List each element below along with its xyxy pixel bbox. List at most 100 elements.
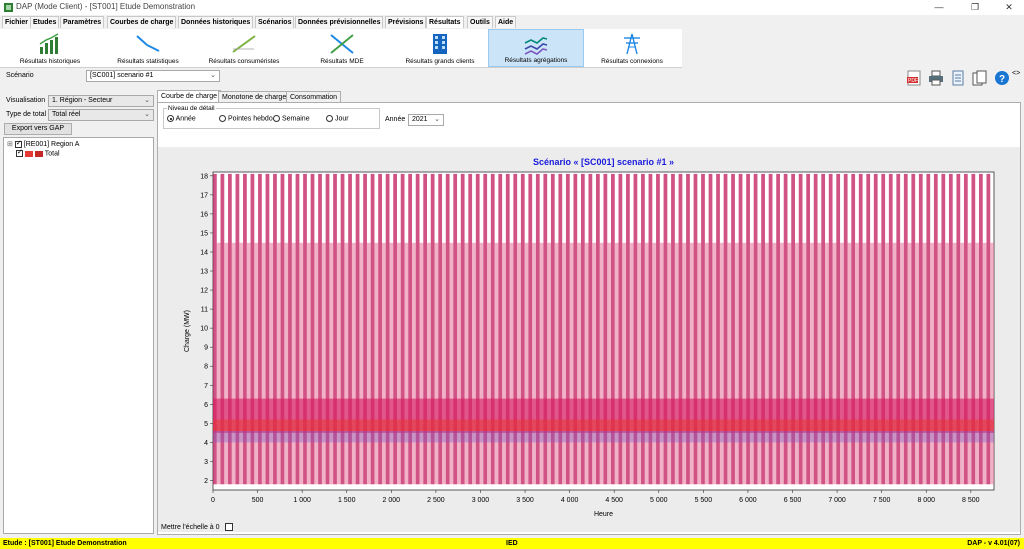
series-spike <box>513 173 518 485</box>
visualisation-value: 1. Région - Secteur <box>52 97 113 104</box>
bar-chart-icon <box>39 33 59 54</box>
x-tick-label: 5 000 <box>650 497 668 504</box>
series-spike <box>813 173 818 485</box>
menu-etudes[interactable]: Etudes <box>30 16 60 28</box>
series-fill <box>802 242 807 485</box>
tree-node-region[interactable]: ⊞ [RE001] Region A <box>7 139 79 148</box>
menu-courbes-de-charge[interactable]: Courbes de charge <box>107 16 177 28</box>
series-fill <box>366 242 371 485</box>
series-spike <box>333 173 337 485</box>
menu-scenarios[interactable]: Scénarios <box>255 16 295 28</box>
series-spike <box>228 173 232 485</box>
minimize-button[interactable]: — <box>934 2 944 12</box>
radio-pointes-hebdo[interactable]: Pointes hebdo <box>219 115 273 122</box>
menu-donnees-historiques[interactable]: Données historiques <box>178 16 254 28</box>
ribbon-resultats-connexions-button[interactable]: Résultats connexions <box>584 29 680 67</box>
ribbon-resultats-historiques-button[interactable]: Résultats historiques <box>2 29 98 67</box>
scale-zero-checkbox[interactable] <box>225 523 233 531</box>
series-fill <box>592 242 596 485</box>
series-fill <box>389 242 394 485</box>
print-icon[interactable] <box>928 70 944 86</box>
radio-annee[interactable]: Année <box>167 115 196 122</box>
series-spike <box>490 173 495 485</box>
series-fill <box>276 242 281 485</box>
series-fill <box>772 242 777 485</box>
expand-arrows-icon[interactable]: <> <box>1012 70 1021 77</box>
series-fill <box>697 242 702 485</box>
menu-previsions[interactable]: Prévisions <box>385 16 427 28</box>
x-tick-label: 3 500 <box>516 497 534 504</box>
ribbon-label: Résultats agrégations <box>504 57 568 64</box>
series-spike <box>828 173 833 485</box>
series-spike <box>776 173 780 485</box>
series-spike <box>280 173 285 485</box>
series-spike <box>918 173 923 485</box>
menu-donnees-previsionnelles[interactable]: Données prévisionnelles <box>295 16 384 28</box>
menu-parametres[interactable]: Paramètres <box>60 16 105 28</box>
series-fill <box>779 242 784 485</box>
ribbon-label: Résultats consuméristes <box>208 58 280 65</box>
tab-consommation[interactable]: Consommation <box>286 91 342 102</box>
visualisation-select[interactable]: 1. Région - Secteur ⌄ <box>48 95 154 107</box>
y-tick-label: 18 <box>200 173 208 180</box>
series-spike <box>948 173 953 485</box>
series-fill <box>900 242 904 485</box>
year-select[interactable]: 2021 ⌄ <box>408 114 444 126</box>
series-fill <box>351 242 356 485</box>
series-spike <box>611 173 615 485</box>
menu-outils[interactable]: Outils <box>467 16 493 28</box>
scenario-select[interactable]: [SC001] scenario #1 ⌄ <box>86 70 220 82</box>
close-button[interactable]: ✕ <box>1005 2 1013 12</box>
series-spike <box>956 173 961 485</box>
menu-aide[interactable]: Aide <box>495 16 517 28</box>
series-fill <box>817 242 822 485</box>
menu-resultats[interactable]: Résultats <box>426 16 464 28</box>
checkbox-icon[interactable] <box>14 139 22 148</box>
series-fill <box>892 242 897 485</box>
menu-fichier[interactable]: Fichier <box>2 16 31 28</box>
series-fill <box>479 242 484 485</box>
series-spike <box>415 173 420 485</box>
series-fill <box>412 242 416 485</box>
y-tick-label: 3 <box>204 459 208 466</box>
x-tick-label: 2 500 <box>427 497 445 504</box>
series-spike <box>475 173 480 485</box>
export-gap-button[interactable]: Export vers GAP <box>4 123 72 135</box>
radio-icon <box>326 115 333 122</box>
tree-node-total[interactable]: Total <box>16 148 60 157</box>
series-fill <box>607 242 612 485</box>
maximize-button[interactable]: ❐ <box>970 2 980 12</box>
y-tick-label: 12 <box>200 288 208 295</box>
series-fill <box>284 242 289 485</box>
series-spike <box>963 173 968 485</box>
y-tick-label: 4 <box>204 440 208 447</box>
series-fill <box>502 242 506 485</box>
series-fill <box>314 242 319 485</box>
series-fill <box>539 242 544 485</box>
series-spike <box>595 173 600 485</box>
help-icon[interactable]: ? <box>994 70 1010 86</box>
series-spike <box>798 173 803 485</box>
tab-monotone-de-charge[interactable]: Monotone de charge <box>218 91 291 102</box>
checkbox-icon[interactable] <box>16 148 23 157</box>
ribbon-resultats-agregations-button[interactable]: Résultats agrégations <box>488 29 584 67</box>
ribbon-resultats-mde-button[interactable]: Résultats MDE <box>294 29 390 67</box>
series-spike <box>866 173 871 485</box>
y-tick-label: 14 <box>200 249 208 256</box>
series-spike <box>843 173 848 485</box>
type-total-value: Total réel <box>52 111 81 118</box>
radio-semaine[interactable]: Semaine <box>273 115 310 122</box>
x-tick-label: 4 500 <box>605 497 623 504</box>
ribbon-resultats-grands-clients-button[interactable]: Résultats grands clients <box>392 29 488 67</box>
series-red-band <box>213 419 994 431</box>
radio-jour[interactable]: Jour <box>326 115 349 122</box>
document-icon[interactable] <box>950 70 966 86</box>
copy-icon[interactable] <box>972 70 988 86</box>
ribbon-resultats-statistiques-button[interactable]: Résultats statistiques <box>100 29 196 67</box>
series-spike <box>911 173 916 485</box>
pdf-icon[interactable]: PDF <box>906 70 922 86</box>
type-total-select[interactable]: Total réel ⌄ <box>48 109 154 121</box>
x-tick-label: 1 500 <box>338 497 356 504</box>
expand-icon[interactable]: ⊞ <box>7 141 13 148</box>
ribbon-resultats-consumeristes-button[interactable]: Résultats consuméristes <box>196 29 292 67</box>
